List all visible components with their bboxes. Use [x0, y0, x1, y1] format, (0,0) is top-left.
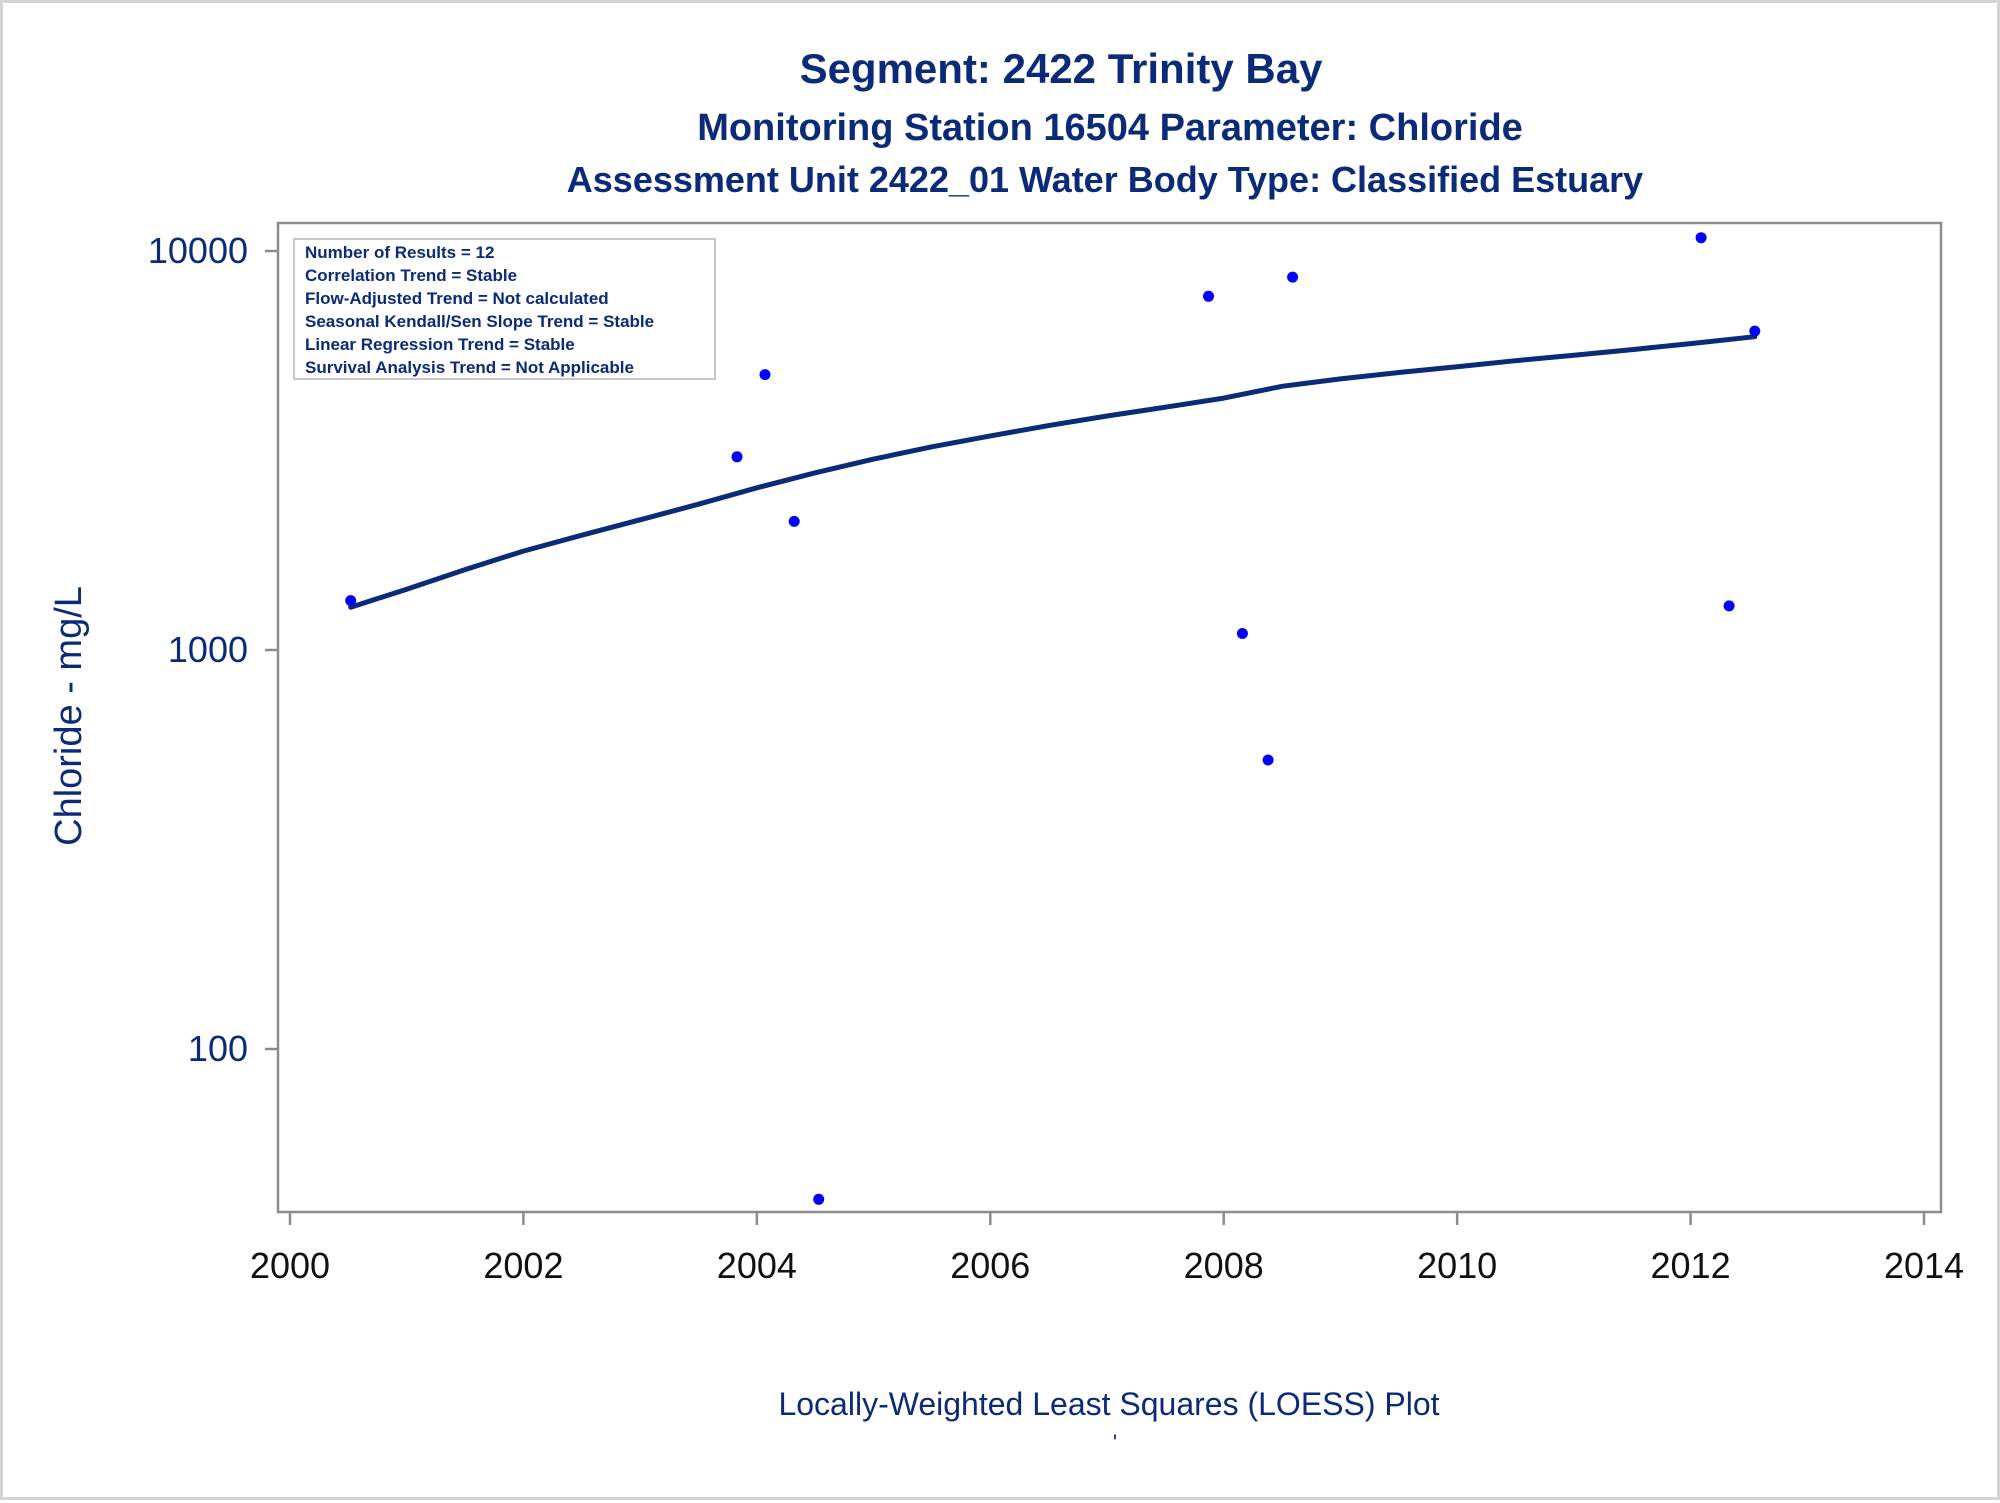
x-tick-label: 2000: [250, 1245, 330, 1286]
y-axis-label: Chloride - mg/L: [48, 586, 90, 846]
data-point: [1236, 628, 1248, 639]
stat-survival-analysis-trend: Survival Analysis Trend = Not Applicable: [305, 358, 634, 377]
stat-seasonal-kendall-trend: Seasonal Kendall/Sen Slope Trend = Stabl…: [305, 312, 654, 331]
stats-legend: Number of Results = 12 Correlation Trend…: [293, 238, 716, 380]
x-tick-label: 2014: [1884, 1245, 1964, 1286]
y-tick-label: 100: [188, 1028, 248, 1069]
x-tick-label: 2002: [483, 1245, 563, 1286]
x-tick-label: 2004: [717, 1245, 797, 1286]
chart-title: Segment: 2422 Trinity Bay: [800, 45, 1324, 92]
chart-subtitle: Monitoring Station 16504 Parameter: Chlo…: [697, 107, 1523, 149]
x-tick-label: 2012: [1651, 1245, 1731, 1286]
y-tick-label: 10000: [148, 230, 248, 271]
loess-chart: Segment: 2422 Trinity Bay Monitoring Sta…: [48, 45, 1964, 1455]
y-tick-label: 1000: [168, 629, 248, 670]
stats-legend-box: [293, 238, 716, 380]
stat-number-of-results: Number of Results = 12: [305, 243, 494, 262]
data-points: [345, 232, 1761, 1205]
loess-line: [348, 334, 1758, 610]
stat-flow-adjusted-trend: Flow-Adjusted Trend = Not calculated: [305, 289, 609, 308]
data-point: [731, 451, 743, 463]
data-point: [788, 515, 800, 527]
y-axis: 100 1000 10000: [148, 230, 278, 1069]
data-point: [1287, 271, 1299, 283]
data-point: [1723, 600, 1735, 612]
x-tick-label: 2008: [1184, 1245, 1264, 1286]
plot-area: [276, 221, 1943, 1214]
stat-correlation-trend: Correlation Trend = Stable: [305, 266, 517, 285]
x-axis: 2000 2002 2004 2006 2008 2010 2012 2014: [250, 1212, 1964, 1286]
chart-subtitle-2: Assessment Unit 2422_01 Water Body Type:…: [567, 159, 1643, 200]
footnote-mark: ': [1113, 1430, 1117, 1455]
data-point: [1695, 232, 1707, 244]
data-point: [1749, 325, 1761, 337]
x-tick-label: 2006: [950, 1245, 1030, 1286]
stat-linear-regression-trend: Linear Regression Trend = Stable: [305, 335, 575, 354]
data-point: [345, 595, 357, 607]
data-point: [1262, 754, 1274, 766]
data-point: [813, 1193, 825, 1205]
data-point: [759, 369, 771, 381]
footnote: Locally-Weighted Least Squares (LOESS) P…: [778, 1386, 1439, 1422]
x-tick-label: 2010: [1417, 1245, 1497, 1286]
data-point: [1203, 290, 1214, 302]
